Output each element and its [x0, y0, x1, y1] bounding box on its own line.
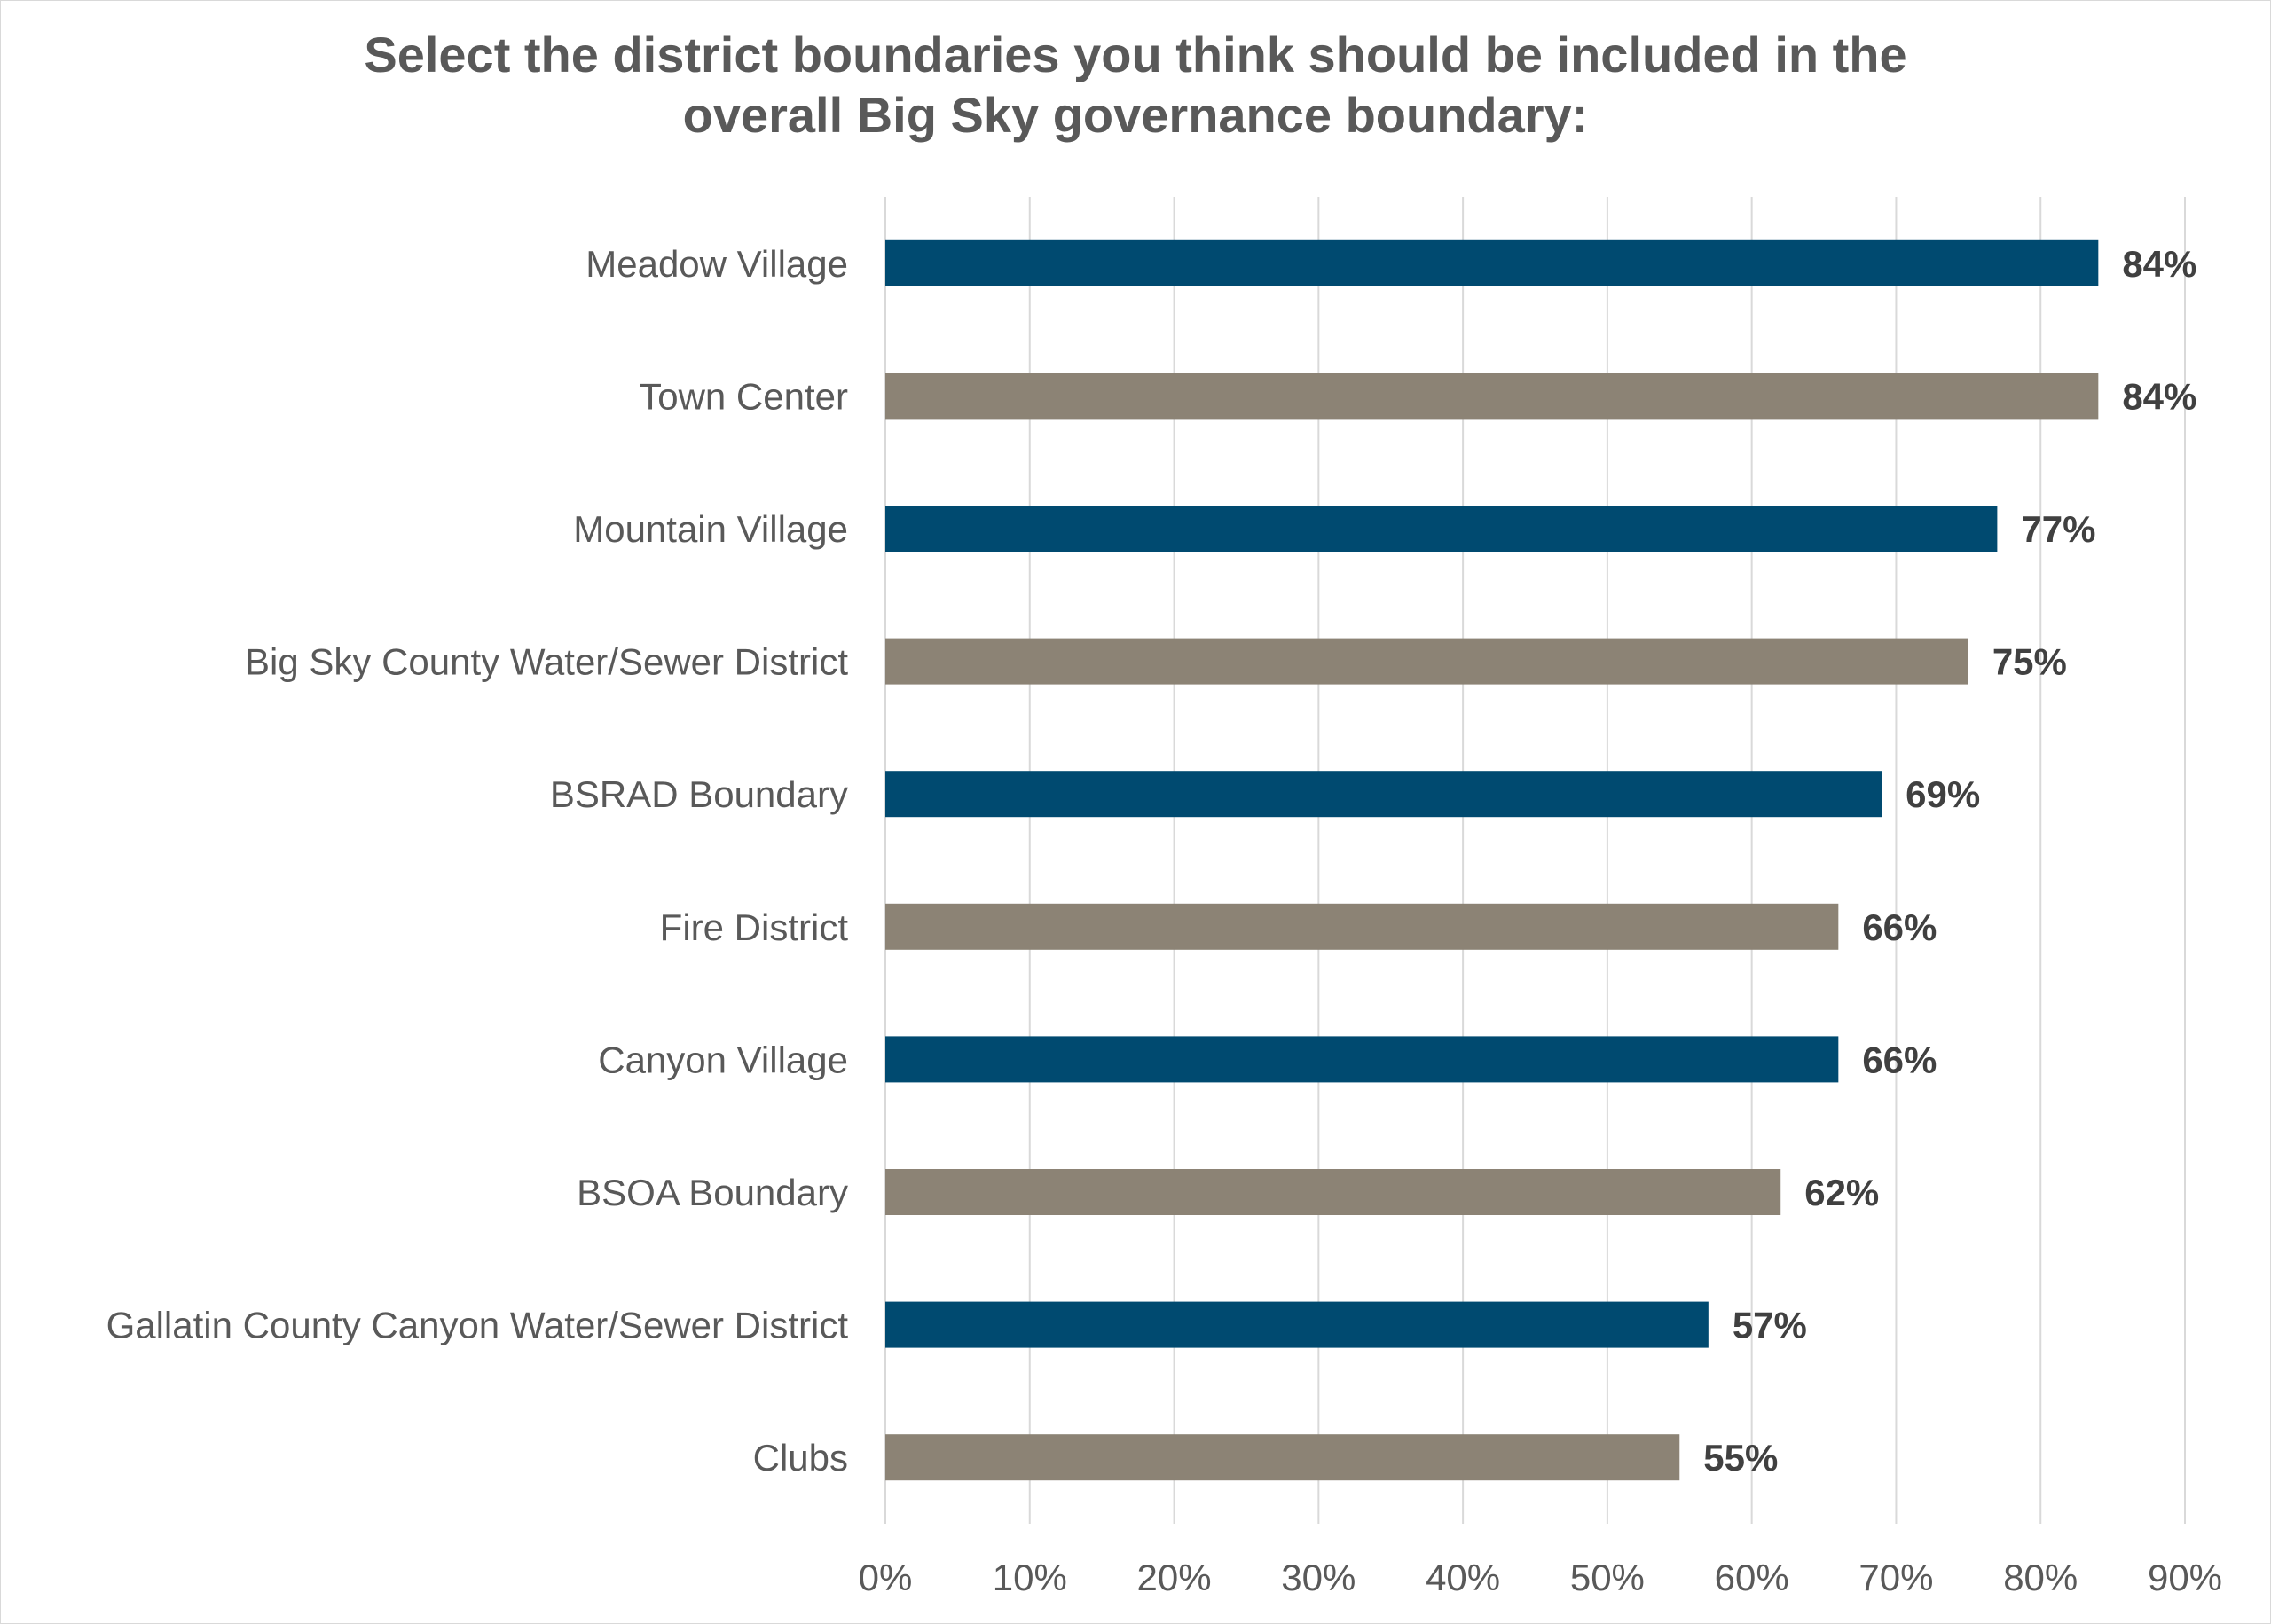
data-label: 75% — [1992, 641, 2067, 683]
x-tick-label: 80% — [2003, 1557, 2078, 1598]
bar — [885, 1434, 1680, 1481]
chart-title-line-2: overall Big Sky governance boundary: — [682, 87, 1589, 143]
x-tick-label: 90% — [2148, 1557, 2222, 1598]
data-label: 66% — [1862, 1039, 1937, 1080]
data-label: 77% — [2021, 508, 2095, 550]
bar — [885, 1301, 1709, 1348]
data-label: 84% — [2122, 375, 2196, 417]
bar — [885, 239, 2099, 286]
bar — [885, 373, 2099, 420]
bar — [885, 1036, 1839, 1083]
bars — [885, 239, 2099, 1481]
chart-title-line-1: Select the district boundaries you think… — [364, 27, 1907, 82]
category-label: Fire District — [660, 906, 849, 948]
x-tick-label: 0% — [859, 1557, 913, 1598]
bar — [885, 638, 1968, 685]
data-label: 62% — [1804, 1172, 1879, 1213]
chart-title: Select the district boundaries you think… — [0, 25, 2271, 145]
x-tick-label: 50% — [1570, 1557, 1645, 1598]
category-label: BSRAD Boundary — [550, 773, 848, 815]
category-label: Big Sky County Water/Sewer District — [245, 641, 848, 683]
x-tick-label: 20% — [1137, 1557, 1212, 1598]
data-label: 69% — [1906, 773, 1980, 815]
category-label: Meadow Village — [585, 243, 848, 285]
data-label: 84% — [2122, 243, 2196, 285]
category-label: Clubs — [753, 1437, 848, 1479]
x-tick-labels: 0% 10% 20% 30% 40% 50% 60% 70% 80% 90% — [859, 1557, 2222, 1598]
category-label: Town Center — [639, 375, 848, 417]
x-tick-label: 60% — [1715, 1557, 1789, 1598]
category-label: BSOA Boundary — [577, 1172, 848, 1213]
x-tick-label: 40% — [1426, 1557, 1500, 1598]
x-tick-label: 10% — [993, 1557, 1067, 1598]
x-tick-label: 30% — [1281, 1557, 1356, 1598]
category-label: Gallatin County Canyon Water/Sewer Distr… — [106, 1305, 849, 1346]
data-labels: 84% 84% 77% 75% 69% 66% 66% 62% 57% 55% — [1703, 243, 2196, 1479]
data-label: 57% — [1733, 1305, 1807, 1346]
bar — [885, 771, 1882, 818]
category-label: Mountain Village — [573, 508, 848, 550]
x-tick-label: 70% — [1858, 1557, 1933, 1598]
bar — [885, 506, 1998, 552]
bar — [885, 903, 1839, 950]
data-label: 66% — [1862, 906, 1937, 948]
data-label: 55% — [1703, 1437, 1778, 1479]
category-label: Canyon Village — [598, 1039, 848, 1080]
bar — [885, 1169, 1781, 1215]
category-labels: Meadow Village Town Center Mountain Villag… — [106, 243, 849, 1479]
